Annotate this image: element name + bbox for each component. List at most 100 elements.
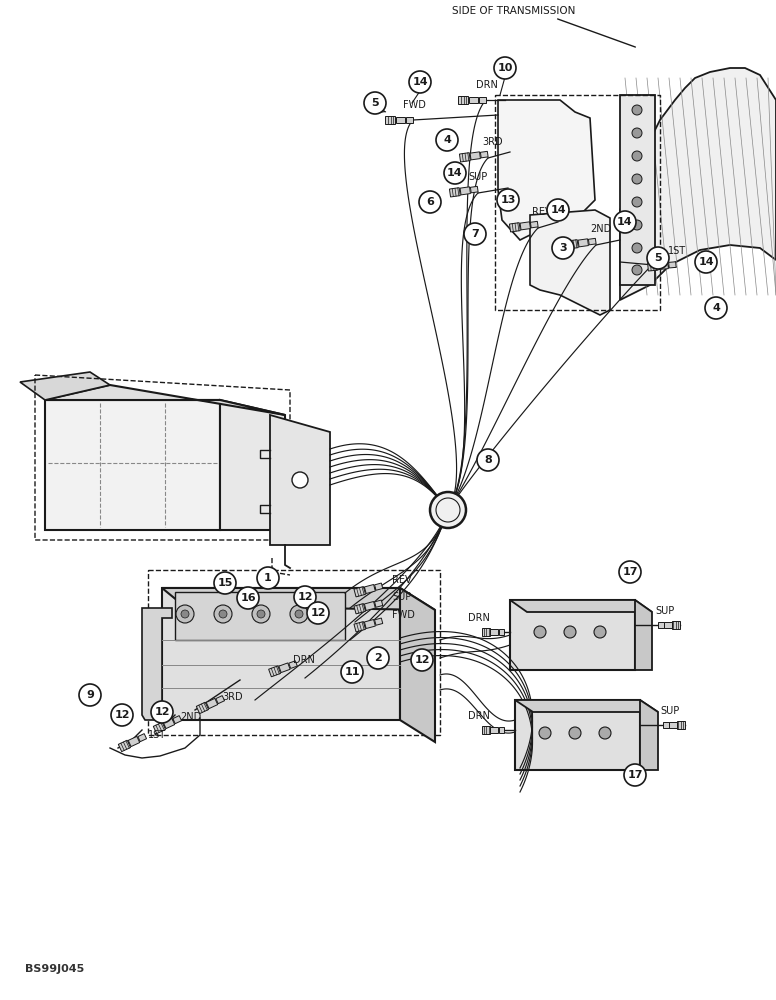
Polygon shape <box>490 727 498 733</box>
Polygon shape <box>460 187 470 195</box>
Polygon shape <box>163 718 175 729</box>
Polygon shape <box>449 188 460 197</box>
Text: DRN: DRN <box>468 613 490 623</box>
Text: 17: 17 <box>622 567 638 577</box>
Text: 5: 5 <box>654 253 662 263</box>
Circle shape <box>497 189 519 211</box>
Polygon shape <box>648 262 658 271</box>
Text: 7: 7 <box>471 229 479 239</box>
Circle shape <box>477 449 499 471</box>
Polygon shape <box>664 622 672 628</box>
Circle shape <box>257 610 265 618</box>
Polygon shape <box>469 97 478 103</box>
Polygon shape <box>162 588 435 610</box>
Polygon shape <box>510 600 635 670</box>
Polygon shape <box>400 588 435 742</box>
Polygon shape <box>268 666 281 677</box>
Text: 10: 10 <box>497 63 513 73</box>
Text: 9: 9 <box>86 690 94 700</box>
Circle shape <box>411 649 433 671</box>
Circle shape <box>632 105 642 115</box>
Polygon shape <box>482 726 490 734</box>
Text: REV: REV <box>532 207 552 217</box>
Circle shape <box>341 661 363 683</box>
Text: 17: 17 <box>627 770 643 780</box>
Text: DRN: DRN <box>468 711 490 721</box>
Text: 4: 4 <box>712 303 720 313</box>
Polygon shape <box>531 221 538 228</box>
Polygon shape <box>480 151 488 158</box>
Circle shape <box>619 561 641 583</box>
Text: 1: 1 <box>264 573 272 583</box>
Polygon shape <box>396 117 405 123</box>
Circle shape <box>367 647 389 669</box>
Polygon shape <box>175 592 345 640</box>
Circle shape <box>430 492 466 528</box>
Text: FWD: FWD <box>392 610 415 620</box>
Circle shape <box>176 605 194 623</box>
Circle shape <box>237 587 259 609</box>
Text: 4: 4 <box>443 135 451 145</box>
Polygon shape <box>459 153 470 162</box>
Circle shape <box>111 704 133 726</box>
Polygon shape <box>354 604 365 614</box>
Text: DRN: DRN <box>293 655 315 665</box>
Polygon shape <box>658 622 663 628</box>
Text: 14: 14 <box>617 217 632 227</box>
Text: 1ST: 1ST <box>668 246 686 256</box>
Circle shape <box>79 684 101 706</box>
Circle shape <box>181 610 189 618</box>
Polygon shape <box>279 663 290 673</box>
Text: 2ND: 2ND <box>180 712 201 722</box>
Circle shape <box>594 626 606 638</box>
Circle shape <box>214 572 236 594</box>
Circle shape <box>564 626 576 638</box>
Polygon shape <box>375 583 383 590</box>
Polygon shape <box>196 702 209 714</box>
Circle shape <box>257 567 279 589</box>
Text: SUP: SUP <box>468 172 487 182</box>
Circle shape <box>419 191 441 213</box>
Text: SUP: SUP <box>392 592 411 602</box>
Polygon shape <box>173 716 182 724</box>
Polygon shape <box>498 727 504 733</box>
Circle shape <box>695 251 717 273</box>
Polygon shape <box>354 587 365 597</box>
Polygon shape <box>620 95 655 285</box>
Text: SIDE OF TRANSMISSION: SIDE OF TRANSMISSION <box>452 6 575 16</box>
Polygon shape <box>142 608 172 720</box>
Polygon shape <box>640 700 658 770</box>
Circle shape <box>444 162 466 184</box>
Circle shape <box>364 92 386 114</box>
Circle shape <box>464 223 486 245</box>
Polygon shape <box>162 588 400 720</box>
Text: SUP: SUP <box>655 606 674 616</box>
Polygon shape <box>490 629 498 635</box>
Polygon shape <box>509 223 520 232</box>
Polygon shape <box>154 722 165 734</box>
Text: 8: 8 <box>484 455 492 465</box>
Circle shape <box>569 727 581 739</box>
Circle shape <box>624 764 646 786</box>
Circle shape <box>614 211 636 233</box>
Text: 14: 14 <box>447 168 462 178</box>
Polygon shape <box>220 400 285 530</box>
Text: 3RD: 3RD <box>482 137 503 147</box>
Circle shape <box>632 243 642 253</box>
Polygon shape <box>515 700 658 712</box>
Polygon shape <box>365 601 376 611</box>
Polygon shape <box>470 186 478 193</box>
Circle shape <box>290 605 308 623</box>
Polygon shape <box>138 734 147 742</box>
Text: 12: 12 <box>310 608 326 618</box>
Polygon shape <box>118 740 130 752</box>
Polygon shape <box>354 622 365 632</box>
Text: 1ST: 1ST <box>148 730 166 740</box>
Text: 3RD: 3RD <box>222 692 243 702</box>
Circle shape <box>436 129 458 151</box>
Polygon shape <box>520 222 531 230</box>
Polygon shape <box>677 721 685 729</box>
Circle shape <box>632 220 642 230</box>
Polygon shape <box>669 262 676 268</box>
Polygon shape <box>375 618 383 625</box>
